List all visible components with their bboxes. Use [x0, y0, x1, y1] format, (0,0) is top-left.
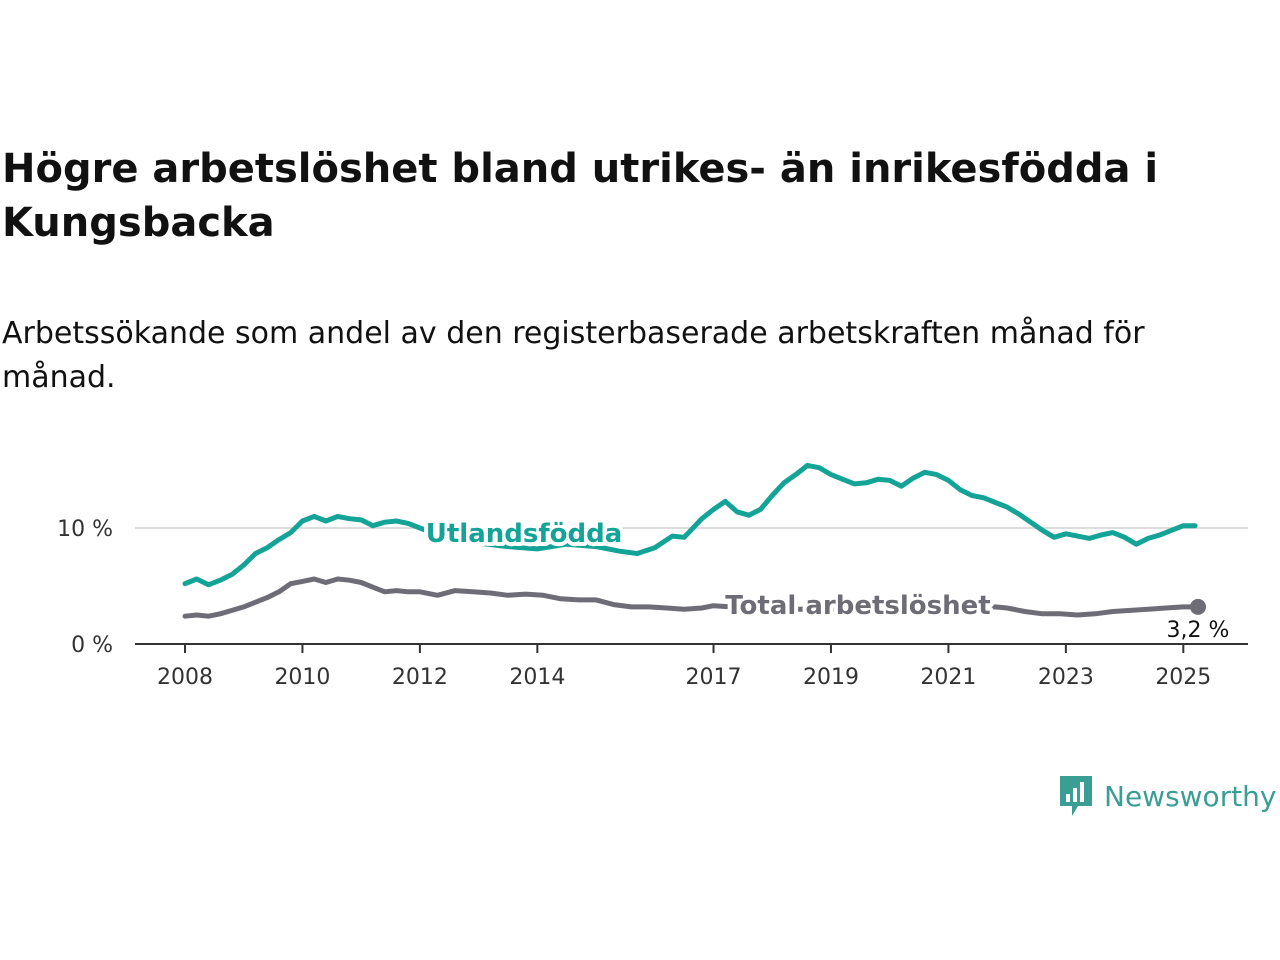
end-value-label: 3,2 % — [1167, 618, 1230, 643]
series-line-utlandsfodda — [182, 462, 1198, 588]
chart-title: Högre arbetslöshet bland utrikes- än inr… — [2, 146, 1159, 246]
x-tick-label: 2019 — [803, 665, 859, 690]
chart-subtitle: Arbetssökande som andel av den registerb… — [2, 316, 1145, 395]
line-chart: 0 % 10 % 2008 2010 2012 2014 2017 2019 2021 2023 2… — [57, 462, 1248, 690]
y-tick-label: 0 % — [71, 633, 113, 658]
x-tick-label: 2014 — [509, 665, 565, 690]
x-tick-label: 2023 — [1038, 665, 1094, 690]
series-lines — [182, 462, 1201, 619]
series-end-point — [1190, 598, 1206, 615]
series-label-total: Total arbetslöshet — [725, 591, 990, 621]
x-tick-label: 2021 — [920, 665, 976, 690]
x-tick-label: 2017 — [686, 665, 742, 690]
x-axis: 0 % 10 % 2008 2010 2012 2014 2017 2019 2021 2023 2… — [57, 517, 1248, 690]
series-label-utlandsfodda: Utlandsfödda — [426, 519, 623, 549]
y-tick-label: 10 % — [57, 517, 113, 542]
series-line-total — [182, 576, 1201, 619]
x-tick-label: 2008 — [157, 665, 213, 690]
x-tick-label: 2012 — [392, 665, 448, 690]
x-tick-label: 2010 — [274, 665, 330, 690]
newsworthy-logo: Newsworthy — [1058, 772, 1277, 820]
series-labels: Utlandsfödda Total arbetslöshet 3,2 % — [422, 515, 1232, 645]
x-tick-label: 2025 — [1155, 665, 1211, 690]
bar-chart-speech-bubble-icon — [1060, 776, 1092, 816]
brand-name: Newsworthy — [1104, 779, 1277, 813]
